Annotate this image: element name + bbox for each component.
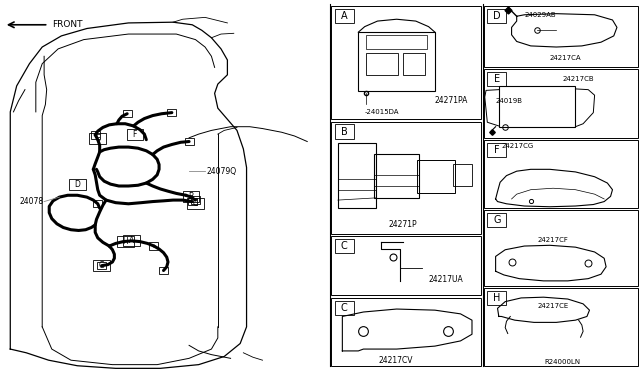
Bar: [93, 200, 102, 208]
Bar: [335, 125, 354, 138]
Bar: [335, 9, 354, 23]
Bar: [487, 9, 506, 23]
Bar: [403, 52, 426, 75]
Bar: [487, 213, 506, 227]
Bar: [487, 142, 506, 157]
Text: FRONT: FRONT: [52, 20, 83, 29]
Bar: [188, 198, 196, 205]
Text: C: C: [341, 302, 348, 312]
Bar: [124, 235, 140, 246]
Text: 24217CE: 24217CE: [537, 304, 568, 310]
Text: G: G: [99, 261, 104, 270]
Text: H: H: [122, 237, 128, 246]
Bar: [69, 179, 86, 190]
Text: F: F: [132, 129, 137, 139]
Text: R24000LN: R24000LN: [545, 359, 580, 365]
Text: B: B: [188, 192, 193, 201]
Text: 24217CB: 24217CB: [563, 76, 595, 81]
Text: 24078: 24078: [20, 197, 44, 206]
Bar: [123, 110, 132, 118]
Text: D: D: [74, 180, 80, 189]
Text: 24019B: 24019B: [495, 98, 523, 104]
Bar: [484, 69, 638, 138]
Text: E: E: [494, 74, 500, 84]
Bar: [358, 32, 435, 92]
Bar: [335, 301, 354, 315]
Bar: [417, 160, 456, 193]
Text: C: C: [341, 241, 348, 251]
Text: 24271PA: 24271PA: [435, 96, 468, 105]
Text: G: G: [493, 215, 500, 225]
Text: 24079Q: 24079Q: [206, 167, 236, 176]
Text: 24217UA: 24217UA: [429, 275, 463, 284]
Bar: [366, 35, 427, 49]
Text: 24029AB: 24029AB: [524, 12, 556, 18]
Text: A: A: [129, 236, 134, 246]
Text: 24217CF: 24217CF: [537, 237, 568, 243]
Bar: [332, 236, 481, 295]
Bar: [338, 143, 376, 208]
Bar: [335, 239, 354, 253]
Bar: [332, 122, 481, 234]
Bar: [332, 6, 481, 119]
Text: 24217CV: 24217CV: [378, 356, 413, 365]
Bar: [150, 242, 159, 250]
Bar: [90, 133, 106, 144]
Bar: [453, 164, 472, 186]
Text: C: C: [193, 199, 198, 208]
Text: H: H: [493, 293, 500, 303]
Bar: [117, 236, 134, 247]
Bar: [191, 196, 200, 204]
Bar: [332, 298, 481, 366]
Bar: [159, 267, 168, 274]
Text: 24271P: 24271P: [388, 221, 417, 230]
Text: A: A: [341, 11, 348, 21]
Bar: [484, 210, 638, 286]
Bar: [184, 138, 193, 145]
Bar: [487, 72, 506, 86]
Bar: [182, 191, 199, 202]
Text: 24217CA: 24217CA: [550, 55, 582, 61]
Text: 24217CG: 24217CG: [502, 143, 534, 149]
Bar: [91, 131, 100, 138]
Bar: [487, 291, 506, 305]
Bar: [499, 86, 575, 127]
Bar: [484, 288, 638, 366]
Bar: [187, 198, 204, 209]
Bar: [484, 6, 638, 67]
Bar: [93, 260, 110, 271]
Text: B: B: [341, 126, 348, 137]
Bar: [97, 262, 106, 269]
Text: D: D: [493, 11, 500, 21]
Bar: [374, 154, 419, 198]
Bar: [127, 129, 143, 140]
Text: E: E: [95, 134, 100, 143]
Bar: [366, 52, 398, 75]
Bar: [168, 109, 176, 116]
Bar: [484, 140, 638, 208]
Text: -24015DA: -24015DA: [365, 109, 399, 115]
Text: F: F: [494, 145, 500, 155]
